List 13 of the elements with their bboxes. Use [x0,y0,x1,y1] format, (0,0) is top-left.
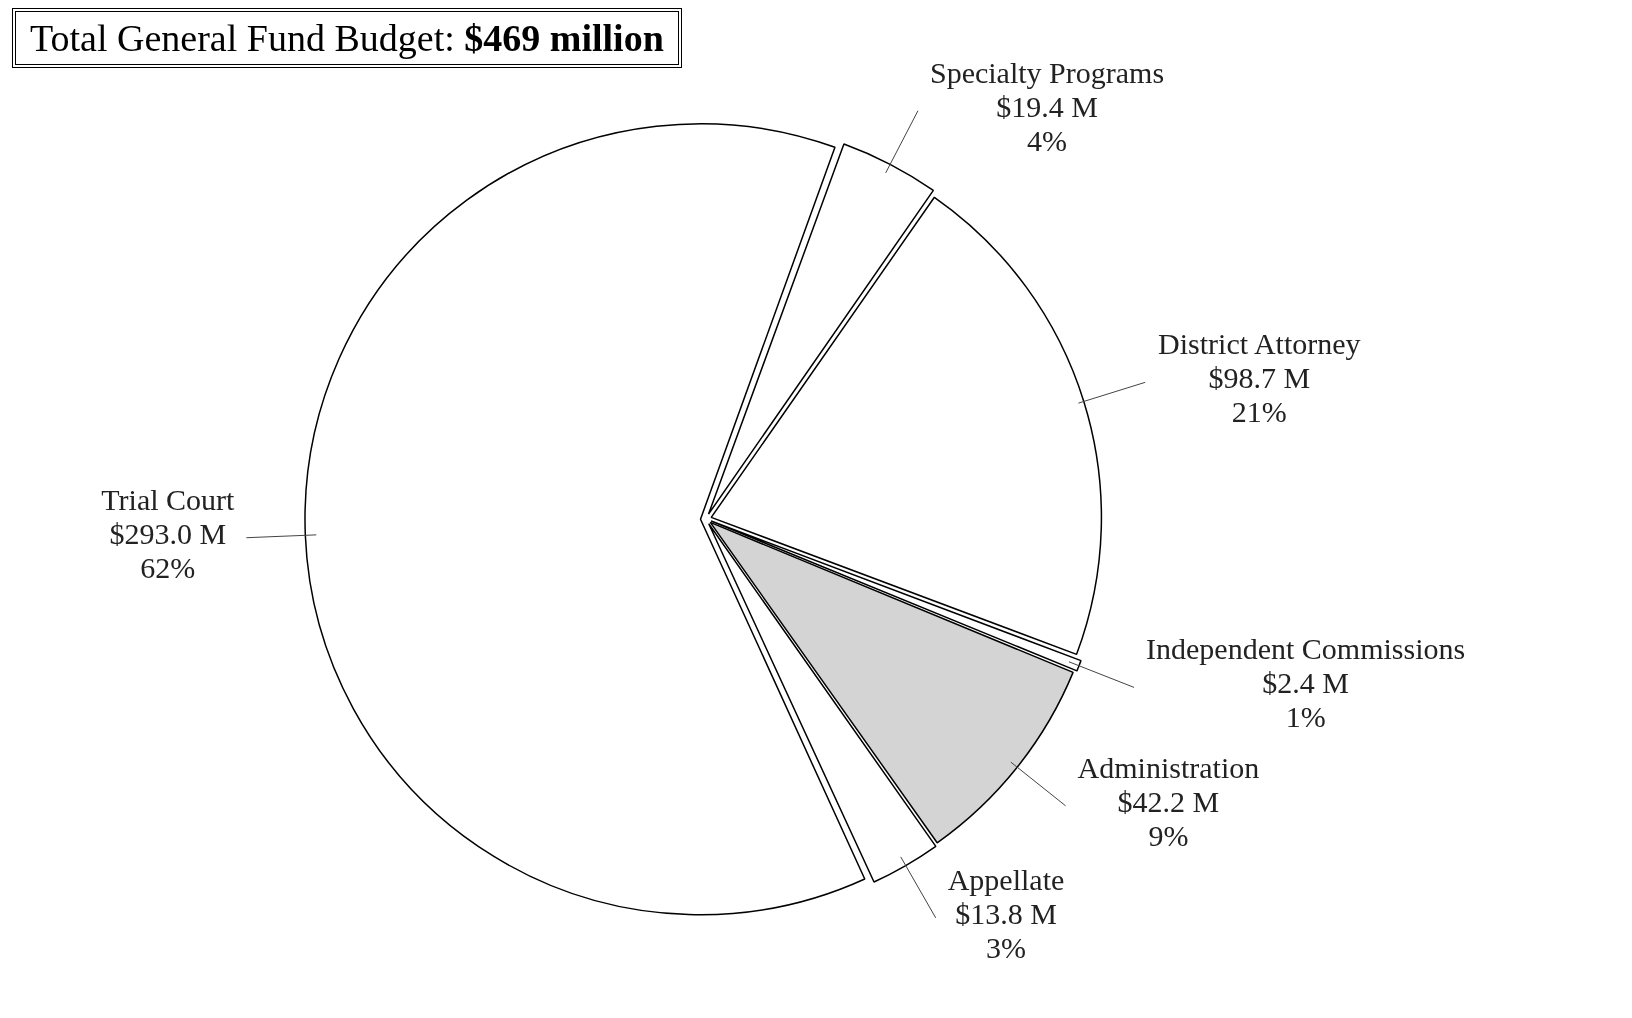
data-label: $293.0 M 62% [109,516,227,584]
slice-label: Trial Court [101,482,236,516]
data-label: $19.4 M 4% [996,89,1098,157]
slice-label: District Attorney [1158,327,1361,361]
slice-label: Independent Commissions [1146,632,1466,666]
data-label: $2.4 M 1% [1262,666,1349,734]
slice-label: Administration [1077,750,1260,784]
data-label: $13.8 M 3% [955,896,1057,964]
data-label: $42.2 M 9% [1117,784,1220,852]
chart-title: Total General Fund Budget: $469 million [12,8,682,68]
slice-label: Appellate [947,862,1065,896]
slice-label: Specialty Programs [929,55,1165,89]
data-label: $98.7 M 21% [1208,361,1311,429]
